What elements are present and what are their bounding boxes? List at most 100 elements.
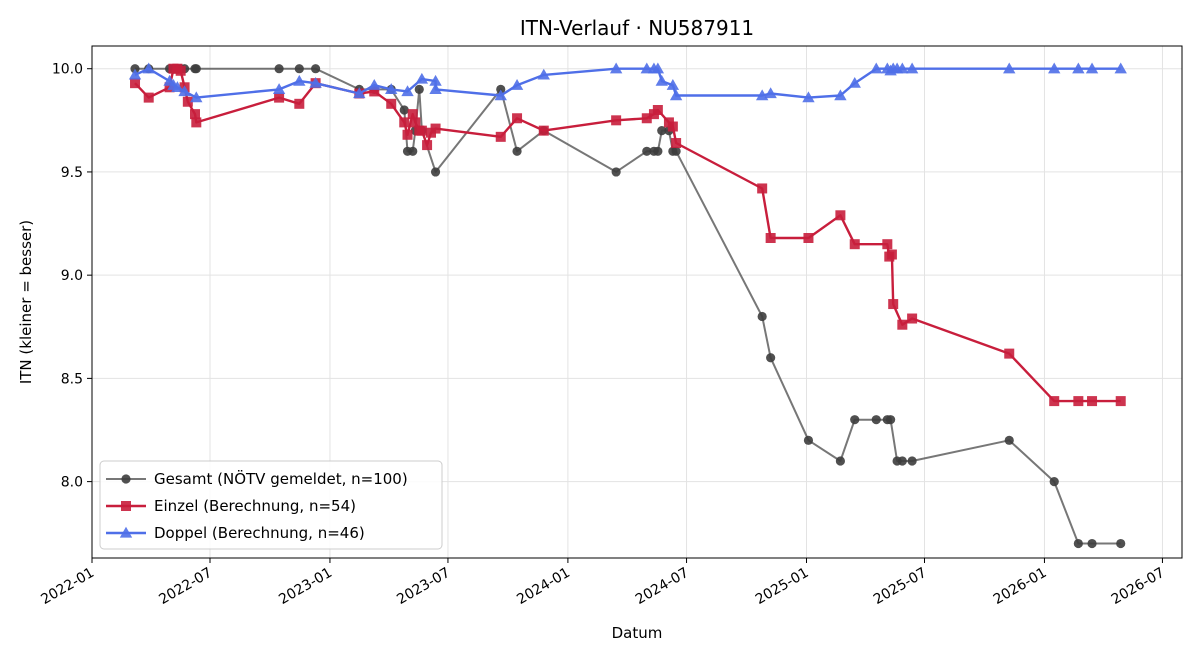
data-point bbox=[848, 76, 861, 88]
data-point bbox=[430, 123, 441, 134]
data-point bbox=[835, 210, 846, 221]
legend-label: Gesamt (NÖTV gemeldet, n=100) bbox=[154, 469, 408, 488]
data-point bbox=[886, 249, 897, 260]
data-point bbox=[368, 79, 381, 90]
data-point bbox=[671, 146, 681, 156]
data-point bbox=[609, 62, 623, 74]
series-2 bbox=[130, 63, 1126, 407]
data-point bbox=[803, 435, 814, 445]
legend: Gesamt (NÖTV gemeldet, n=100) Einzel (Ber… bbox=[99, 460, 443, 550]
data-point bbox=[1116, 538, 1126, 549]
legend-label: Einzel (Berechnung, n=54) bbox=[154, 497, 356, 515]
data-point bbox=[408, 146, 418, 156]
data-point bbox=[414, 84, 424, 94]
data-point bbox=[1087, 538, 1097, 549]
data-point bbox=[896, 62, 909, 74]
y-axis-label: ITN (kleiner = besser) bbox=[17, 220, 35, 384]
data-point bbox=[495, 131, 506, 142]
x-tick-label: 2022-07 bbox=[156, 565, 215, 608]
data-point bbox=[611, 167, 621, 177]
data-point bbox=[143, 92, 154, 103]
data-point bbox=[667, 121, 678, 132]
data-point bbox=[510, 79, 524, 90]
data-point bbox=[907, 313, 918, 324]
data-point bbox=[537, 68, 550, 80]
chart-title: ITN-Verlauf · NU587911 bbox=[520, 16, 754, 40]
data-point bbox=[870, 62, 883, 74]
plot-frame bbox=[91, 45, 1183, 559]
data-point bbox=[642, 146, 652, 156]
data-point bbox=[653, 146, 663, 156]
data-point bbox=[871, 415, 881, 425]
data-point bbox=[905, 62, 919, 74]
series-layer bbox=[128, 62, 1127, 549]
data-point bbox=[849, 239, 860, 250]
y-tick-label: 9.5 bbox=[61, 165, 83, 181]
data-point bbox=[399, 117, 410, 128]
data-point bbox=[611, 115, 622, 126]
data-point bbox=[757, 183, 768, 194]
y-tick-label: 8.5 bbox=[61, 371, 83, 387]
data-point bbox=[835, 456, 845, 466]
data-point bbox=[885, 415, 896, 425]
data-point bbox=[1114, 62, 1127, 74]
y-tick-label: 10.0 bbox=[52, 62, 83, 78]
x-tick-label: 2026-01 bbox=[991, 565, 1050, 608]
data-point bbox=[401, 85, 414, 97]
data-point bbox=[655, 74, 668, 86]
data-point bbox=[128, 68, 142, 80]
data-point bbox=[274, 64, 284, 74]
x-axis-label: Datum bbox=[612, 624, 663, 642]
x-tick-label: 2025-01 bbox=[753, 565, 812, 608]
data-point bbox=[171, 81, 184, 92]
series-3 bbox=[128, 62, 1127, 103]
data-point bbox=[652, 105, 663, 115]
data-point bbox=[430, 167, 441, 177]
data-point bbox=[410, 117, 421, 128]
y-tick-label: 9.0 bbox=[61, 268, 83, 284]
data-point bbox=[293, 74, 306, 86]
x-tick-label: 2026-07 bbox=[1109, 565, 1168, 608]
data-point bbox=[178, 85, 191, 97]
data-point bbox=[416, 125, 427, 136]
data-point bbox=[1073, 538, 1083, 549]
data-point bbox=[1004, 435, 1014, 445]
data-point bbox=[309, 76, 322, 88]
data-point bbox=[182, 96, 193, 107]
data-point bbox=[802, 91, 815, 103]
data-point bbox=[422, 140, 433, 151]
data-point bbox=[402, 129, 413, 140]
data-point bbox=[1048, 62, 1061, 74]
data-point bbox=[399, 105, 409, 115]
data-point bbox=[641, 113, 652, 124]
x-tick-label: 2023-07 bbox=[394, 565, 453, 608]
data-point bbox=[272, 83, 286, 95]
data-point bbox=[850, 415, 860, 425]
data-point bbox=[1049, 477, 1059, 487]
legend-marker bbox=[119, 526, 133, 538]
data-point bbox=[512, 113, 523, 124]
x-tick-label: 2025-07 bbox=[871, 565, 930, 608]
data-point bbox=[294, 64, 304, 74]
data-point bbox=[311, 64, 321, 74]
data-point bbox=[142, 62, 155, 74]
data-point bbox=[1049, 396, 1060, 407]
data-point bbox=[407, 109, 418, 120]
data-point bbox=[888, 299, 899, 310]
data-point bbox=[175, 65, 186, 76]
data-point bbox=[1115, 396, 1126, 407]
data-point bbox=[538, 125, 549, 136]
data-point bbox=[385, 83, 398, 95]
x-tick-label: 2024-07 bbox=[633, 565, 692, 608]
data-point bbox=[294, 98, 305, 109]
data-point bbox=[130, 78, 141, 89]
data-point bbox=[671, 138, 682, 149]
data-point bbox=[651, 62, 665, 74]
data-point bbox=[415, 72, 429, 84]
data-point bbox=[191, 64, 201, 74]
data-point bbox=[494, 89, 507, 101]
data-point bbox=[1073, 396, 1084, 407]
data-point bbox=[369, 86, 380, 97]
